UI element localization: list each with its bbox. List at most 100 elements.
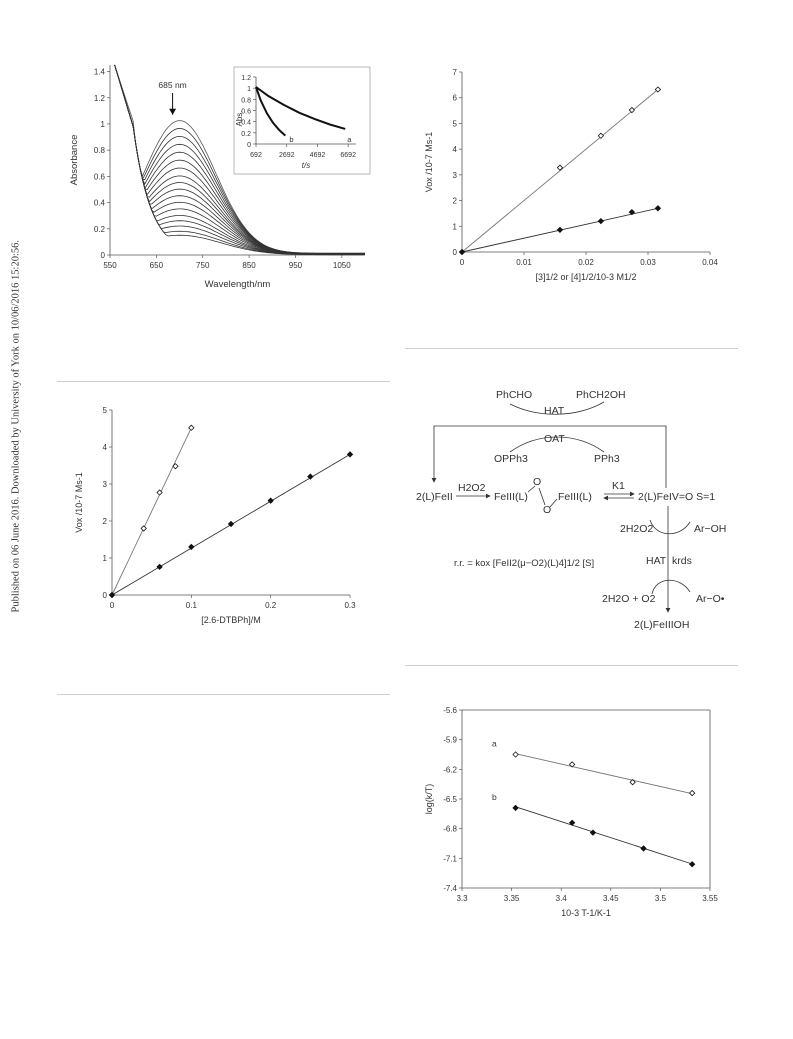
uv-y-tick-label: 1.2 (94, 94, 106, 103)
eyring-point (589, 829, 597, 836)
vox2-x-axis-label: [2.6-DTBPh]/M (201, 615, 261, 625)
vox-dtbph-chart: 0 0.1 0.2 0.3 0 1 2 3 4 5 [2.6-DTBPh]/M Vox /10-7 M… (74, 406, 356, 625)
scheme-upper-arc (509, 401, 605, 415)
vox2-x-tick-label: 0.2 (265, 601, 277, 610)
vox2-point (227, 520, 235, 528)
scheme-aroh: Ar−OH (694, 523, 726, 535)
vox1-y-tick-label: 6 (453, 94, 458, 103)
vox2-point (267, 497, 274, 504)
uv-inset-frame (233, 66, 371, 175)
uv-inset-y-label: Abs. (235, 110, 244, 126)
uv-y-axis-label: Absorbance (69, 135, 80, 186)
scheme-fe3-b: FeIII(L) (558, 491, 592, 503)
eyring-y-tick-label: -7.1 (443, 854, 457, 863)
vox1-x-tick-label: 0.02 (578, 258, 594, 267)
uv-inset-x-tick-label: 692 (250, 152, 262, 159)
eyring-x-tick-label: 3.5 (655, 894, 667, 903)
scheme-k1: K1 (612, 480, 625, 492)
uv-inset-x-tick-label: 4692 (310, 152, 326, 159)
uv-inset-y-tick-label: 0.6 (241, 109, 251, 116)
vox1-x-tick-label: 0.03 (640, 258, 656, 267)
publication-side-note: Published on 06 June 2016. Downloaded by… (6, 240, 26, 840)
eyring-x-tick-label: 3.55 (702, 894, 718, 903)
eyring-point (688, 861, 696, 868)
vox1-point (628, 106, 636, 114)
vox2-y-tick-label: 1 (103, 554, 108, 563)
vox2-point (140, 525, 147, 532)
vox1-x-axis-label: [3]1/2 or [4]1/2/10-3 M1/2 (535, 272, 636, 282)
vox1-point (654, 86, 662, 93)
scheme-h2o2: H2O2 (458, 482, 486, 494)
vox2-point (346, 451, 354, 458)
uv-inset-y-tick-label: 0.4 (241, 120, 251, 127)
vox2-y-tick-label: 5 (103, 406, 108, 415)
scheme-fe3-a: FeIII(L) (494, 491, 528, 503)
vox2-point (156, 563, 163, 571)
eyring-series-label-a: a (492, 739, 497, 749)
uv-inset-y-tick-label: 0.2 (241, 131, 251, 138)
vox2-point (188, 543, 195, 551)
eyring-plot-chart: 3.3 3.35 3.4 3.45 3.5 3.55 -5.6 -5.9 -6.2 -6.5 -6.… (424, 706, 718, 918)
vox1-point (597, 132, 605, 139)
vox1-y-tick-label: 5 (453, 119, 458, 128)
vox1-point (458, 248, 466, 256)
eyring-y-tick-label: -6.5 (443, 795, 457, 804)
uv-x-axis-label: Wavelength/nm (205, 279, 271, 290)
scheme-hat-top: HAT (544, 405, 565, 417)
uv-x-tick-label: 1050 (333, 261, 351, 270)
vox2-y-tick-label: 2 (103, 517, 108, 526)
uv-inset-series-b (255, 86, 286, 137)
eyring-y-tick-label: -6.8 (443, 825, 457, 834)
uv-inset-series-label-b: b (289, 135, 293, 144)
vox2-x-tick-label: 0.1 (186, 601, 198, 610)
uv-inset-series-a (255, 86, 346, 130)
eyring-x-tick-label: 3.3 (456, 894, 468, 903)
eyring-point (640, 845, 647, 852)
vox1-y-tick-label: 3 (453, 171, 458, 180)
eyring-point (568, 761, 576, 768)
eyring-x-tick-label: 3.4 (556, 894, 568, 903)
vox2-y-axis-label: Vox /10-7 Ms-1 (74, 472, 84, 533)
scheme-bridge-o1: O (533, 476, 541, 488)
eyring-fit-line-1 (515, 753, 693, 795)
uv-y-tick-label: 0.4 (94, 199, 106, 208)
uv-x-tick-label: 850 (242, 261, 256, 270)
scheme-opph3: OPPh3 (494, 453, 528, 465)
reaction-mechanism-scheme: PhCHO PhCH2OH HAT OAT OPPh3 PPh3 2(L)FeI… (416, 389, 726, 631)
scheme-phch2oh: PhCH2OH (576, 389, 626, 401)
vox1-point (654, 205, 662, 212)
publication-note-text: Published on 06 June 2016. Downloaded by… (10, 240, 22, 613)
eyring-point (512, 751, 519, 758)
vox2-point (108, 591, 116, 599)
uv-vis-absorbance-chart: 550 650 750 850 950 1050 0 0.2 0.4 0.6 0.8 1 1.2 1.4 W… (69, 64, 371, 290)
uv-y-tick-label: 0.8 (94, 146, 106, 155)
uv-y-tick-label: 0 (101, 251, 106, 260)
uv-inset-series-label-a: a (347, 135, 352, 144)
vox2-point (172, 463, 179, 470)
uv-spectrum-line (114, 64, 365, 256)
uv-x-tick-label: 650 (150, 261, 164, 270)
uv-x-tick-label: 750 (196, 261, 210, 270)
eyring-fit-line-2 (515, 806, 693, 865)
uv-y-tick-label: 1 (101, 120, 106, 129)
uv-y-tick-label: 0.6 (94, 172, 106, 181)
vox1-point (597, 217, 605, 225)
vox2-y-tick-label: 0 (103, 591, 108, 600)
uv-spectra-group (114, 64, 365, 256)
divider-right-lower (405, 665, 738, 666)
scheme-left-species: 2(L)FeII (416, 491, 453, 503)
uv-inset-y-tick-label: 1.2 (241, 75, 251, 82)
vox1-y-tick-label: 1 (453, 222, 458, 231)
scheme-products-left: 2H2O + O2 (602, 593, 656, 605)
vox1-y-tick-label: 2 (453, 197, 458, 206)
scheme-phcho: PhCHO (496, 389, 532, 401)
scheme-rate-law: r.r. = kox [FeII2(μ−O2)(L)4]1/2 [S] (454, 558, 594, 569)
uv-x-tick-label: 950 (289, 261, 303, 270)
vox2-y-tick-label: 4 (103, 443, 108, 452)
vox1-y-tick-label: 4 (453, 145, 458, 154)
eyring-y-tick-label: -7.4 (443, 884, 457, 893)
scheme-lower-curve (651, 579, 691, 595)
vox1-x-tick-label: 0.01 (516, 258, 532, 267)
uv-x-tick-label: 550 (103, 261, 117, 270)
vox1-x-tick-label: 0 (460, 258, 465, 267)
